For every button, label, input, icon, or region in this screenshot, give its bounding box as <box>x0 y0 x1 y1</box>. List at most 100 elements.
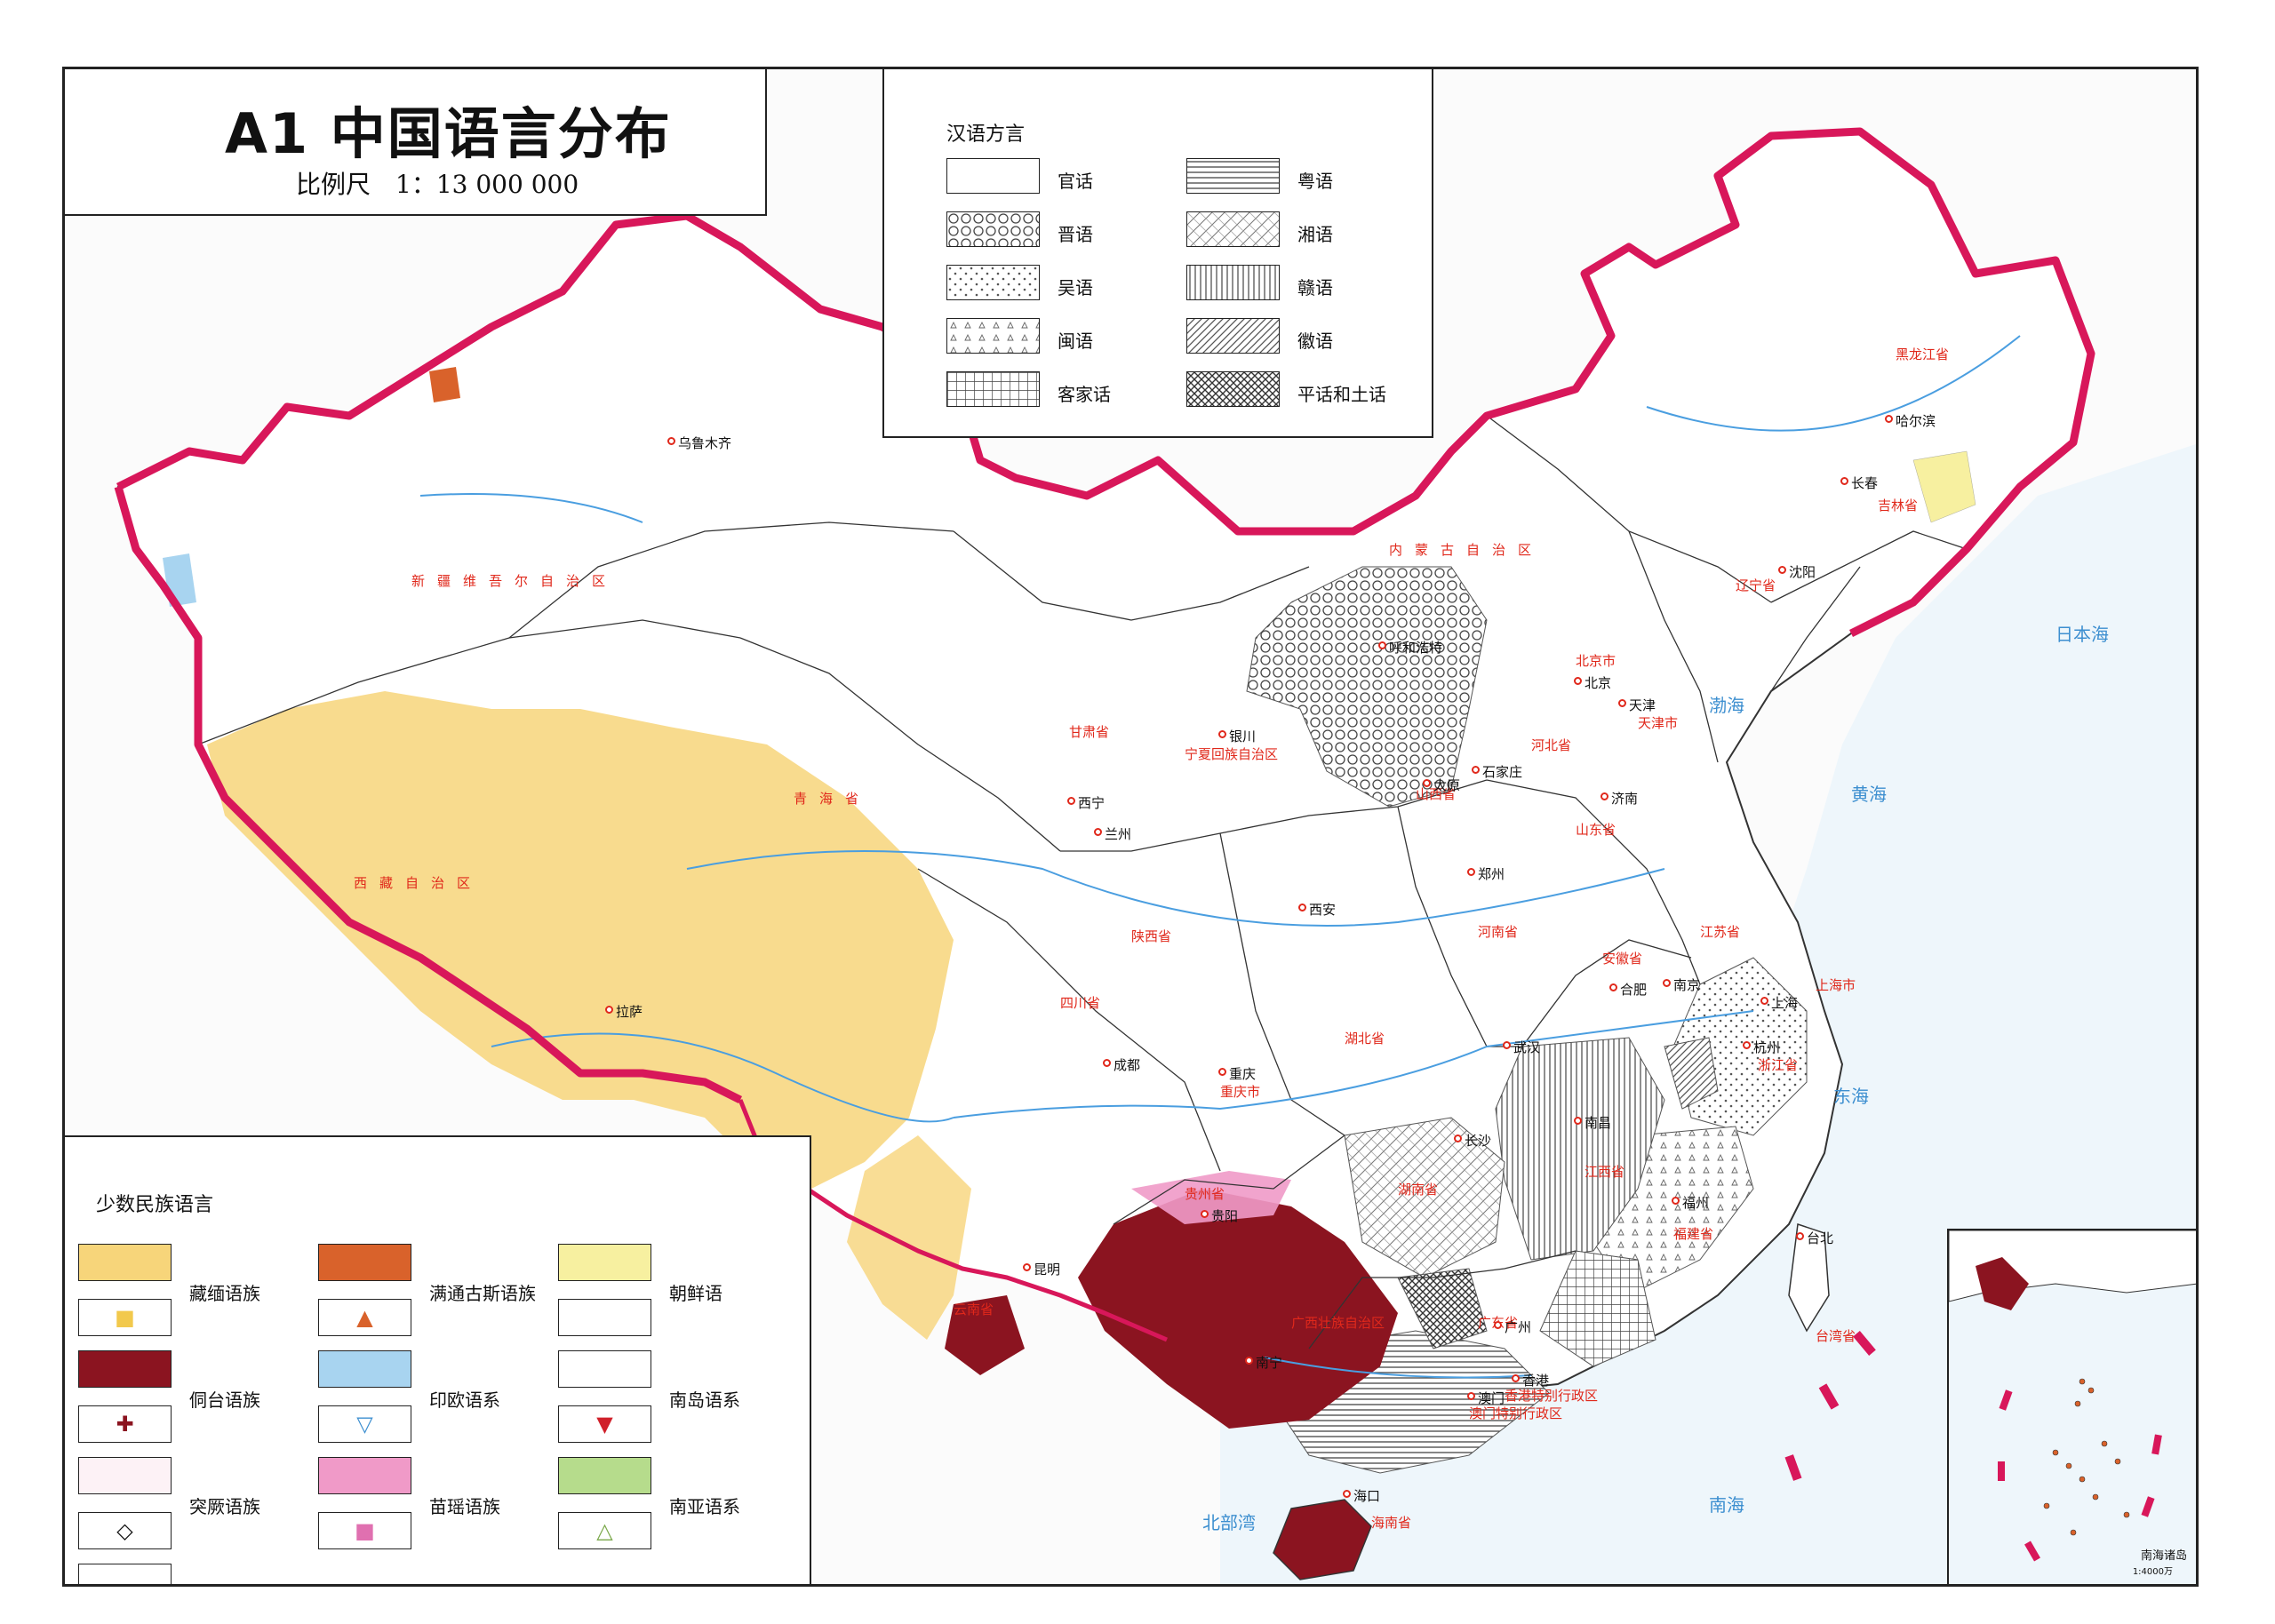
city-label: 乌鲁木齐 <box>678 435 732 451</box>
sea-label: 黄海 <box>1851 784 1887 805</box>
minority-legend-label: 满通古斯语族 <box>429 1283 536 1304</box>
han-legend-swatch <box>1186 158 1280 194</box>
city-label: 南京 <box>1673 977 1701 993</box>
city-label: 郑州 <box>1478 866 1505 882</box>
hainan-outline <box>1273 1499 1372 1580</box>
region-label: 江苏省 <box>1700 924 1741 940</box>
region-label: 河南省 <box>1478 924 1519 940</box>
han-legend-title: 汉语方言 <box>946 123 1026 146</box>
han-legend-swatch <box>1186 211 1280 247</box>
minority-legend-swatch <box>78 1244 172 1281</box>
region-label: 浙江省 <box>1758 1057 1799 1073</box>
han-legend-label: 徽语 <box>1297 330 1333 352</box>
title-box: A1 中国语言分布 比例尺 1：13 000 000 <box>65 69 767 216</box>
han-legend-label: 吴语 <box>1058 277 1093 299</box>
minority-legend-item: 蒙古语族 <box>78 1564 318 1584</box>
minority-legend-item: ▽ 印欧语系 <box>318 1350 558 1506</box>
minority-legend-label: 突厥语族 <box>189 1496 260 1517</box>
city-marker <box>1672 1197 1680 1205</box>
city-marker <box>1494 1321 1502 1329</box>
sea-label: 日本海 <box>2055 624 2109 645</box>
rivers <box>419 335 2021 1379</box>
south-china-sea-inset: 南海诸岛 1:4000万 <box>1947 1229 2196 1584</box>
han-legend-swatch <box>946 318 1040 354</box>
han-legend-label: 湘语 <box>1297 224 1333 245</box>
city-label: 长春 <box>1851 475 1879 491</box>
region-label: 辽宁省 <box>1736 577 1776 593</box>
minority-legend-label: 苗瑶语族 <box>429 1496 500 1517</box>
taiwan-island <box>1788 1222 1830 1333</box>
minority-legend-label: 侗台语族 <box>189 1389 260 1411</box>
minority-legend-symbol: ◇ <box>78 1512 172 1549</box>
manchu-tungus-area <box>429 367 460 402</box>
gan-area <box>1495 1037 1665 1261</box>
minority-legend-item: ■ 苗瑶语族 <box>318 1457 558 1584</box>
region-label: 贵州省 <box>1185 1186 1225 1202</box>
city-marker <box>1600 792 1608 800</box>
map-scale: 比例尺 1：13 000 000 <box>296 170 579 199</box>
minority-legend-swatch <box>558 1350 651 1388</box>
jin-area <box>1246 566 1488 808</box>
han-legend-swatch <box>946 265 1040 300</box>
han-legend-label: 官话 <box>1058 171 1093 192</box>
city-label: 香港 <box>1522 1373 1550 1389</box>
city-marker <box>1512 1374 1520 1382</box>
map-frame: A1 中国语言分布 比例尺 1：13 000 000 汉语方言 <box>62 67 2199 1587</box>
city-marker <box>1094 828 1102 836</box>
region-label: 台湾省 <box>1816 1328 1856 1344</box>
city-label: 西宁 <box>1078 795 1106 811</box>
city-label: 长沙 <box>1465 1133 1492 1149</box>
region-label: 香港特别行政区 <box>1505 1388 1599 1404</box>
minority-legend-label: 藏缅语族 <box>189 1283 260 1304</box>
han-legend-label: 闽语 <box>1058 330 1093 352</box>
region-label: 甘肃省 <box>1069 724 1110 740</box>
city-marker <box>1840 477 1848 485</box>
minority-legend-label: 南岛语系 <box>669 1389 740 1411</box>
city-label: 石家庄 <box>1482 764 1523 780</box>
city-marker <box>1454 1134 1462 1142</box>
city-label: 成都 <box>1114 1057 1141 1073</box>
minority-legend-title: 少数民族语言 <box>96 1194 214 1216</box>
region-label: 江西省 <box>1585 1164 1625 1180</box>
minority-legend-symbol: ▽ <box>318 1405 411 1443</box>
minority-legend-symbol <box>558 1299 651 1336</box>
city-label: 沈阳 <box>1789 564 1816 580</box>
minority-legend-symbol: ▲ <box>318 1299 411 1336</box>
region-label: 内蒙古自治区 <box>1389 542 1545 558</box>
city-label: 广州 <box>1505 1319 1532 1335</box>
city-marker <box>1298 904 1306 912</box>
kam-tai-hainan <box>1273 1500 1371 1580</box>
city-label: 南昌 <box>1585 1115 1612 1131</box>
city-label: 杭州 <box>1753 1039 1781 1055</box>
minority-legend-symbol: ▼ <box>558 1405 651 1443</box>
city-marker <box>1796 1232 1804 1240</box>
city-marker <box>1574 677 1582 685</box>
city-marker <box>1503 1041 1511 1049</box>
minority-legend-item: ▲ 满通古斯语族 <box>318 1244 558 1399</box>
xiang-area <box>1344 1117 1505 1278</box>
minority-legend-symbol: ■ <box>318 1512 411 1549</box>
minority-legend-symbol: ✚ <box>78 1405 172 1443</box>
city-marker <box>1103 1059 1111 1067</box>
region-label: 安徽省 <box>1602 951 1643 967</box>
minority-legend-label: 南亚语系 <box>669 1496 740 1517</box>
region-label: 陕西省 <box>1131 928 1172 944</box>
city-marker <box>1423 779 1431 787</box>
region-label: 湖北省 <box>1345 1031 1385 1047</box>
minority-legend-item: ◇ 突厥语族 <box>78 1457 318 1584</box>
city-label: 海口 <box>1353 1488 1381 1504</box>
region-label: 澳门特别行政区 <box>1469 1405 1563 1421</box>
han-legend-swatch <box>946 371 1040 407</box>
city-marker <box>1618 699 1626 707</box>
city-marker <box>1760 997 1768 1005</box>
minority-legend-item: △ 南亚语系 <box>558 1457 798 1584</box>
minority-legend-swatch <box>558 1244 651 1281</box>
minority-legend-item: 朝鲜语 <box>558 1244 798 1399</box>
national-border <box>116 127 2095 638</box>
city-marker <box>1778 566 1786 574</box>
han-legend-label: 粤语 <box>1297 171 1333 192</box>
inset-scale: 1:4000万 <box>2132 1567 2173 1577</box>
korean-area <box>1912 450 1976 523</box>
minority-legend-item: ■ 藏缅语族 <box>78 1244 318 1399</box>
minority-legend-label: 印欧语系 <box>429 1389 500 1411</box>
